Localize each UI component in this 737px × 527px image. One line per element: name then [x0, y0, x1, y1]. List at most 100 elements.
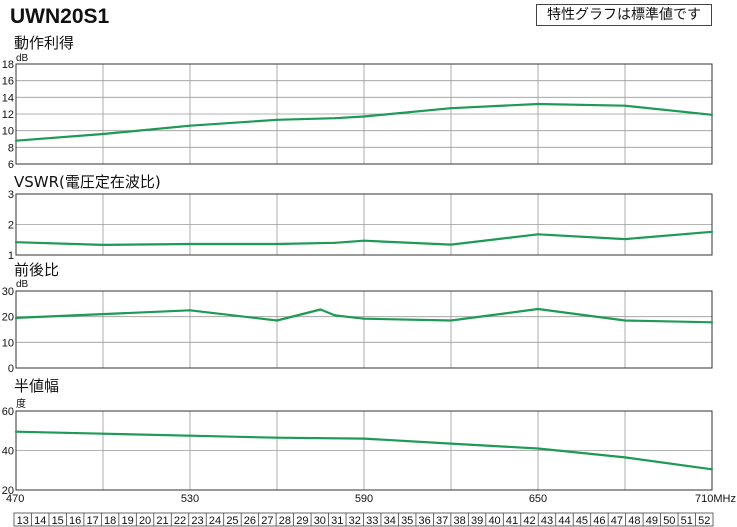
x-tick-label: 530	[181, 493, 199, 505]
data-point	[449, 319, 453, 322]
y-tick-label: 30	[2, 286, 14, 298]
data-point	[623, 456, 627, 459]
plot-frame	[15, 290, 713, 369]
channel-number: 47	[611, 515, 623, 527]
channel-number: 44	[558, 515, 570, 527]
plot-frame	[15, 193, 713, 256]
series-line	[15, 102, 713, 142]
y-tick-label: 10	[2, 126, 14, 138]
channel-number: 30	[314, 515, 326, 527]
data-point	[623, 104, 627, 107]
y-tick-label: 20	[2, 312, 14, 324]
channel-strip: 13 14 15 16 17 18 19 20 21 22 23 24 25 26 27 28 29 30 31 32…	[13, 512, 714, 527]
data-point	[362, 317, 366, 320]
data-point	[710, 468, 714, 471]
y-tick-label: 18	[2, 59, 14, 71]
panel-title: 前後比	[14, 261, 59, 279]
panel-title: 半値幅	[14, 377, 59, 395]
channel-number: 50	[663, 515, 675, 527]
channel-number: 39	[471, 515, 483, 527]
data-point	[333, 314, 337, 317]
data-point	[536, 102, 540, 106]
channel-number: 42	[523, 515, 535, 527]
data-point	[14, 139, 18, 142]
channel-number: 46	[593, 515, 605, 527]
channel-number: 33	[366, 515, 378, 527]
channel-number: 41	[506, 515, 518, 527]
channel-number: 34	[384, 515, 396, 527]
x-tick-label: 710MHz	[695, 493, 736, 505]
data-point	[362, 239, 366, 242]
channel-number: 35	[401, 515, 413, 527]
channel-number: 21	[156, 515, 168, 527]
data-point	[275, 242, 279, 246]
channel-number: 49	[646, 515, 658, 527]
y-tick-label: 2	[8, 220, 14, 232]
axis-unit-label: dB	[16, 279, 29, 290]
x-tick-label: 590	[355, 493, 373, 505]
y-tick-label: 0	[8, 363, 14, 375]
chart-panel: VSWR(電圧定在波比) 1 2 3	[8, 173, 714, 262]
x-axis: 470 530 590 650 710MHz	[6, 493, 736, 505]
y-tick-label: 14	[2, 92, 14, 104]
channel-number: 32	[349, 515, 361, 527]
channel-number: 16	[69, 515, 81, 527]
data-point	[536, 307, 540, 311]
channel-number: 52	[698, 515, 710, 527]
y-tick-label: 12	[2, 109, 14, 121]
channel-number: 28	[279, 515, 291, 527]
data-point	[362, 115, 366, 118]
data-point	[188, 309, 192, 312]
data-point	[188, 124, 192, 127]
y-tick-label: 40	[2, 446, 14, 458]
channel-number: 29	[296, 515, 308, 527]
data-point	[101, 432, 105, 435]
channel-number: 31	[331, 515, 343, 527]
axis-unit-label: 度	[16, 397, 26, 410]
data-point	[449, 107, 453, 110]
data-point	[449, 243, 453, 246]
model-name: UWN20S1	[10, 5, 110, 28]
channel-number: 20	[139, 515, 151, 527]
y-tick-label: 3	[8, 189, 14, 201]
y-tick-label: 60	[2, 406, 14, 418]
data-point	[275, 319, 279, 322]
channel-number: 26	[244, 515, 256, 527]
channel-number: 27	[261, 515, 273, 527]
channel-number: 25	[226, 515, 238, 527]
channel-number: 13	[17, 515, 29, 527]
data-point	[710, 230, 714, 233]
data-point	[333, 117, 337, 120]
data-point	[101, 243, 105, 247]
y-tick-label: 10	[2, 337, 14, 349]
data-point	[101, 313, 105, 316]
series-line	[15, 230, 713, 246]
channel-number: 45	[576, 515, 588, 527]
channel-number: 18	[104, 515, 116, 527]
channel-number: 38	[453, 515, 465, 527]
data-point	[14, 316, 18, 320]
data-point	[362, 437, 366, 440]
data-point	[710, 113, 714, 116]
data-point	[101, 132, 105, 136]
channel-number: 15	[52, 515, 64, 527]
data-point	[14, 430, 18, 433]
channel-number: 40	[488, 515, 500, 527]
y-tick-label: 6	[8, 159, 14, 171]
y-tick-label: 20	[2, 485, 14, 497]
panel-title: 動作利得	[14, 34, 74, 52]
data-point	[188, 434, 192, 437]
channel-number: 37	[436, 515, 448, 527]
y-tick-label: 8	[8, 142, 14, 154]
data-point	[14, 241, 18, 244]
data-point	[275, 118, 279, 121]
channel-number: 19	[121, 515, 133, 527]
axis-unit-label: dB	[16, 53, 29, 64]
plot-frame	[15, 410, 713, 491]
channel-number: 24	[209, 515, 221, 527]
data-point	[710, 321, 714, 324]
channel-number: 14	[34, 515, 46, 527]
data-point	[275, 436, 279, 439]
